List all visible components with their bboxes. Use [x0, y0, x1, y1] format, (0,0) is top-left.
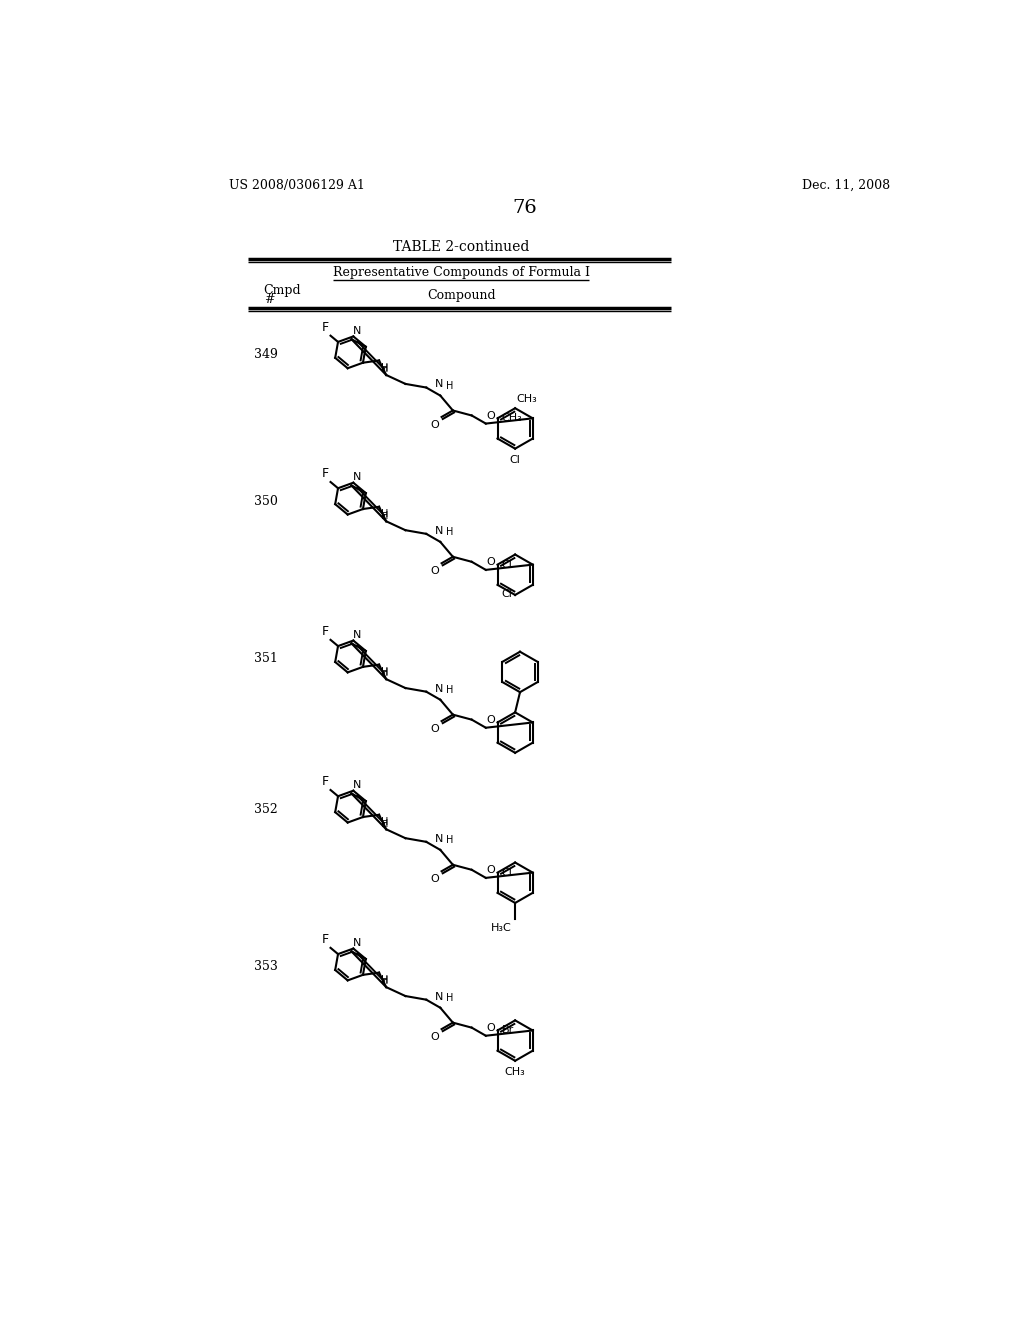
Text: 76: 76	[512, 199, 538, 218]
Text: F: F	[322, 467, 329, 480]
Text: O: O	[486, 411, 496, 421]
Text: O: O	[430, 1032, 439, 1043]
Text: US 2008/0306129 A1: US 2008/0306129 A1	[228, 178, 365, 191]
Text: CH₃: CH₃	[502, 413, 522, 424]
Text: H: H	[381, 977, 389, 986]
Text: O: O	[486, 865, 496, 875]
Text: Br: Br	[502, 1026, 514, 1035]
Text: CH₃: CH₃	[517, 395, 538, 404]
Text: H: H	[381, 667, 388, 677]
Text: H: H	[445, 685, 453, 696]
Text: Representative Compounds of Formula I: Representative Compounds of Formula I	[333, 265, 590, 279]
Text: N: N	[435, 525, 443, 536]
Text: F: F	[322, 321, 329, 334]
Text: H: H	[381, 363, 388, 372]
Text: N: N	[353, 326, 361, 337]
Text: Dec. 11, 2008: Dec. 11, 2008	[802, 178, 891, 191]
Text: F: F	[322, 933, 329, 946]
Text: H: H	[381, 975, 388, 985]
Text: #: #	[263, 293, 274, 306]
Text: 351: 351	[254, 652, 278, 665]
Text: O: O	[486, 557, 496, 566]
Text: Cl: Cl	[502, 560, 512, 570]
Text: 349: 349	[254, 348, 278, 362]
Text: H: H	[445, 836, 453, 845]
Text: H: H	[445, 527, 453, 537]
Text: 353: 353	[254, 961, 278, 973]
Text: Compound: Compound	[427, 289, 496, 302]
Text: N: N	[353, 780, 361, 791]
Text: O: O	[430, 874, 439, 884]
Text: N: N	[435, 684, 443, 693]
Text: N: N	[353, 630, 361, 640]
Text: O: O	[430, 725, 439, 734]
Text: H: H	[381, 817, 388, 828]
Text: H: H	[445, 993, 453, 1003]
Text: N: N	[353, 939, 361, 948]
Text: CH₃: CH₃	[505, 1067, 525, 1077]
Text: N: N	[435, 991, 443, 1002]
Text: Cl: Cl	[510, 455, 520, 465]
Text: N: N	[435, 379, 443, 389]
Text: Cmpd: Cmpd	[263, 284, 301, 297]
Text: O: O	[486, 714, 496, 725]
Text: H: H	[381, 511, 389, 520]
Text: F: F	[322, 626, 329, 639]
Text: O: O	[486, 1023, 496, 1032]
Text: Cl: Cl	[502, 867, 512, 878]
Text: F: F	[322, 775, 329, 788]
Text: N: N	[353, 473, 361, 482]
Text: H: H	[445, 381, 453, 391]
Text: 352: 352	[254, 803, 278, 816]
Text: H: H	[381, 510, 388, 519]
Text: H₃C: H₃C	[490, 923, 511, 933]
Text: H: H	[381, 818, 389, 829]
Text: H: H	[381, 364, 389, 375]
Text: Cl: Cl	[502, 589, 512, 599]
Text: O: O	[430, 566, 439, 577]
Text: N: N	[435, 834, 443, 843]
Text: O: O	[430, 420, 439, 430]
Text: 350: 350	[254, 495, 278, 508]
Text: H: H	[381, 668, 389, 678]
Text: TABLE 2-continued: TABLE 2-continued	[393, 240, 529, 253]
